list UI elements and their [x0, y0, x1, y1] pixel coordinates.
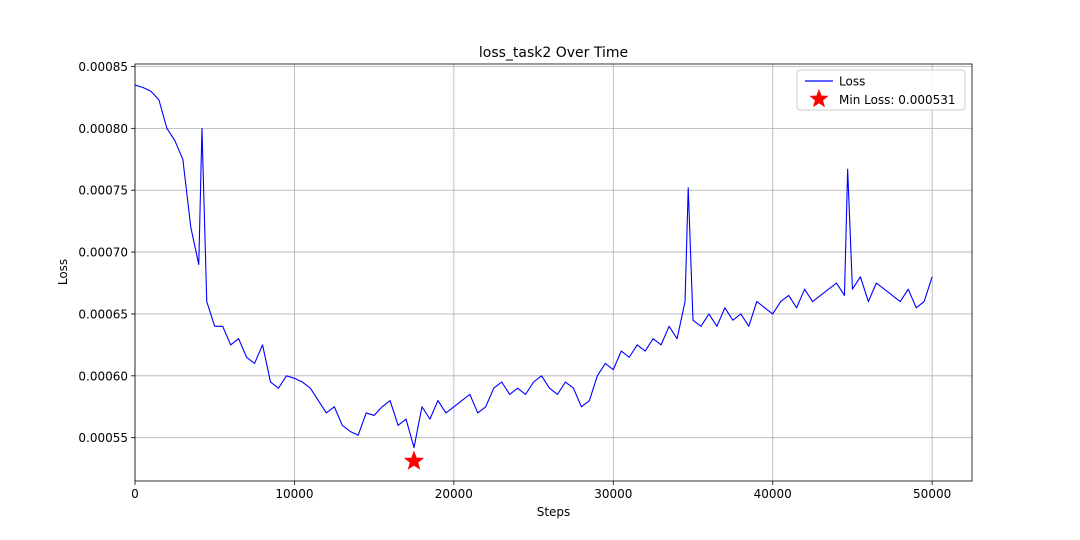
y-tick-label: 0.00060 — [78, 369, 128, 383]
legend-star-icon — [809, 88, 829, 108]
y-tick-label: 0.00080 — [78, 122, 128, 136]
y-tick-label: 0.00070 — [78, 246, 128, 260]
y-tick-label: 0.00055 — [78, 431, 128, 445]
axes-frame — [134, 63, 973, 482]
x-tick-label: 0 — [131, 487, 139, 501]
legend-label-loss: Loss — [839, 75, 865, 89]
series-line-loss — [134, 84, 933, 449]
x-tick-label: 10000 — [275, 487, 313, 501]
x-tick-label: 40000 — [754, 487, 792, 501]
y-axis-label: Loss — [56, 259, 70, 285]
legend: Loss Min Loss: 0.000531 — [796, 69, 966, 111]
y-tick-label: 0.00075 — [78, 184, 128, 198]
grid-layer — [134, 64, 972, 481]
plot-layer — [134, 84, 933, 470]
legend-label-min-loss: Min Loss: 0.000531 — [839, 93, 956, 107]
legend-box — [796, 69, 966, 111]
axes-layer: 0 10000 20000 30000 40000 50000 0.00055 0.00060… — [78, 60, 973, 501]
x-tick-label: 20000 — [435, 487, 473, 501]
x-tick-label: 30000 — [594, 487, 632, 501]
min-loss-star-marker — [403, 450, 425, 470]
chart-title: loss_task2 Over Time — [479, 45, 628, 61]
x-axis-label: Steps — [537, 505, 571, 519]
y-tick-label: 0.00065 — [78, 307, 128, 321]
x-tick-label: 50000 — [913, 487, 951, 501]
y-tick-label: 0.00085 — [78, 60, 128, 74]
